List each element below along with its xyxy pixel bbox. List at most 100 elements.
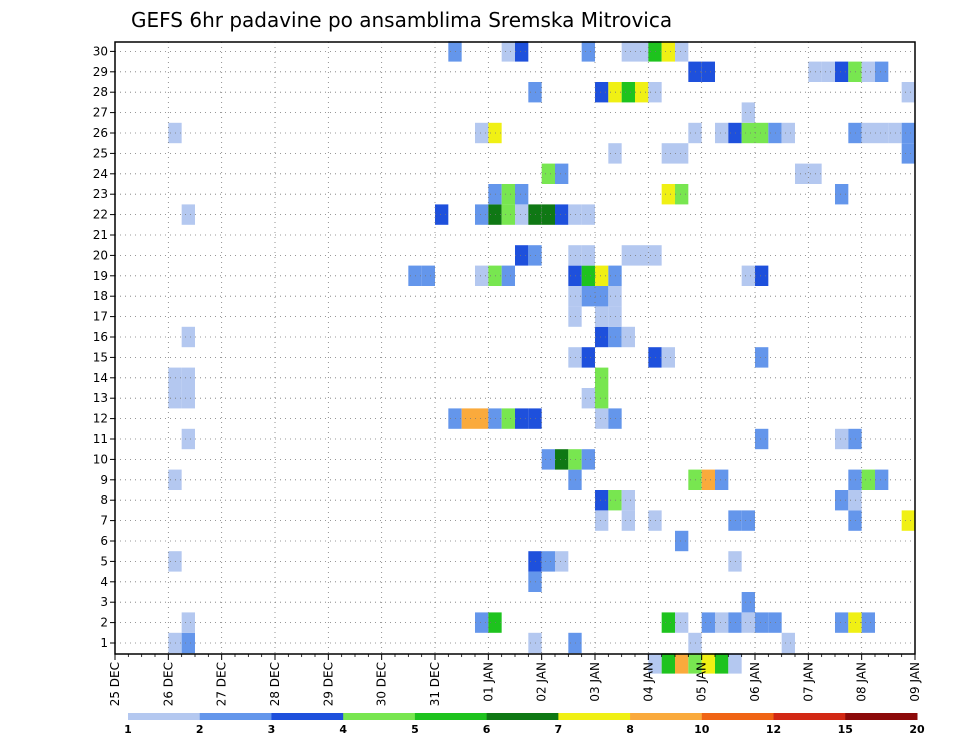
heatmap-cell bbox=[901, 510, 915, 531]
heatmap-cell bbox=[528, 245, 542, 266]
heatmap-cell bbox=[608, 490, 622, 511]
heatmap-cell bbox=[168, 388, 182, 409]
y-tick-label: 20 bbox=[93, 248, 108, 262]
x-tick-label: 26 DEC bbox=[161, 662, 175, 706]
colorbar-label: 3 bbox=[268, 723, 276, 736]
heatmap-cell bbox=[528, 632, 542, 654]
heatmap-cell bbox=[821, 61, 835, 82]
heatmap-cell bbox=[501, 408, 515, 429]
heatmap-cell bbox=[741, 102, 755, 123]
heatmap-cell bbox=[595, 490, 609, 511]
y-tick-label: 6 bbox=[100, 534, 108, 548]
heatmap-cell bbox=[528, 82, 542, 103]
colorbar-segment bbox=[343, 713, 416, 720]
heatmap-cell bbox=[901, 143, 915, 164]
heatmap-cell bbox=[568, 469, 582, 490]
heatmap-cell bbox=[581, 286, 595, 307]
heatmap-cell bbox=[581, 265, 595, 286]
heatmap-cell bbox=[528, 551, 542, 572]
heatmap-cell bbox=[848, 428, 862, 450]
heatmap-cell bbox=[501, 41, 515, 62]
heatmap-cell bbox=[701, 469, 715, 490]
heatmap-cell bbox=[835, 61, 849, 82]
heatmap-cell bbox=[621, 245, 635, 266]
heatmap-cell bbox=[475, 122, 489, 144]
heatmap-cell bbox=[541, 551, 555, 572]
heatmap-cell bbox=[715, 469, 729, 490]
heatmap-cell bbox=[528, 204, 542, 225]
y-tick-label: 19 bbox=[93, 269, 108, 283]
heatmap-cell bbox=[848, 122, 862, 144]
y-tick-label: 5 bbox=[100, 554, 108, 568]
heatmap-cell bbox=[741, 510, 755, 531]
heatmap-cell bbox=[595, 367, 609, 388]
x-tick-label: 09 JAN bbox=[908, 662, 922, 702]
x-tick-label: 08 JAN bbox=[855, 662, 869, 702]
y-tick-label: 27 bbox=[93, 106, 108, 120]
heatmap-cell bbox=[568, 347, 582, 368]
heatmap-cell bbox=[875, 61, 889, 82]
heatmap-cells bbox=[168, 41, 915, 674]
heatmap-cell bbox=[568, 306, 582, 327]
heatmap-cell bbox=[875, 469, 889, 490]
heatmap-cell bbox=[515, 184, 529, 205]
heatmap-cell bbox=[755, 265, 769, 286]
heatmap-cell bbox=[488, 204, 502, 225]
y-tick-label: 24 bbox=[93, 167, 108, 181]
heatmap-cell bbox=[768, 612, 782, 633]
heatmap-cell bbox=[728, 653, 742, 674]
chart-title: GEFS 6hr padavine po ansamblima Sremska … bbox=[131, 8, 672, 32]
heatmap-cell bbox=[755, 428, 769, 450]
heatmap-cell bbox=[661, 612, 675, 633]
heatmap-cell bbox=[595, 408, 609, 429]
heatmap-cell bbox=[621, 490, 635, 511]
heatmap-cell bbox=[541, 204, 555, 225]
heatmap-cell bbox=[421, 265, 435, 286]
colorbar-segment bbox=[199, 713, 272, 720]
heatmap-cell bbox=[181, 612, 195, 633]
heatmap-cell bbox=[181, 326, 195, 348]
y-tick-label: 12 bbox=[93, 412, 108, 426]
heatmap-cell bbox=[568, 449, 582, 470]
heatmap-cell bbox=[861, 61, 875, 82]
heatmap-cell bbox=[555, 551, 569, 572]
heatmap-cell bbox=[755, 612, 769, 633]
heatmap-cell bbox=[568, 265, 582, 286]
y-tick-label: 4 bbox=[100, 575, 108, 589]
heatmap-cell bbox=[688, 632, 702, 654]
heatmap-cell bbox=[595, 265, 609, 286]
y-tick-label: 28 bbox=[93, 85, 108, 99]
y-tick-label: 15 bbox=[93, 350, 108, 364]
heatmap-cell bbox=[621, 82, 635, 103]
y-tick-label: 3 bbox=[100, 595, 108, 609]
heatmap-cell bbox=[835, 428, 849, 450]
heatmap-cell bbox=[648, 41, 662, 62]
heatmap-cell bbox=[848, 61, 862, 82]
heatmap-cell bbox=[435, 204, 449, 225]
heatmap-cell bbox=[408, 265, 422, 286]
plot-frame bbox=[114, 41, 916, 655]
colorbar-segment bbox=[845, 713, 918, 720]
x-tick-label: 07 JAN bbox=[801, 662, 815, 702]
heatmap-cell bbox=[648, 245, 662, 266]
heatmap-cell bbox=[741, 592, 755, 613]
heatmap-cell bbox=[608, 143, 622, 164]
heatmap-cell bbox=[621, 326, 635, 348]
heatmap-cell bbox=[608, 265, 622, 286]
heatmap-cell bbox=[168, 122, 182, 144]
heatmap-cell bbox=[648, 653, 662, 674]
heatmap-cell bbox=[488, 612, 502, 633]
heatmap-cell bbox=[568, 204, 582, 225]
heatmap-cell bbox=[835, 184, 849, 205]
heatmap-cell bbox=[595, 286, 609, 307]
heatmap-cell bbox=[675, 184, 689, 205]
heatmap-cell bbox=[555, 449, 569, 470]
heatmap-cell bbox=[901, 82, 915, 103]
heatmap-cell bbox=[488, 122, 502, 144]
heatmap-cell bbox=[461, 408, 475, 429]
heatmap-cell bbox=[488, 408, 502, 429]
heatmap-cell bbox=[755, 347, 769, 368]
heatmap-cell bbox=[675, 612, 689, 633]
heatmap-cell bbox=[621, 510, 635, 531]
y-tick-label: 14 bbox=[93, 371, 108, 385]
